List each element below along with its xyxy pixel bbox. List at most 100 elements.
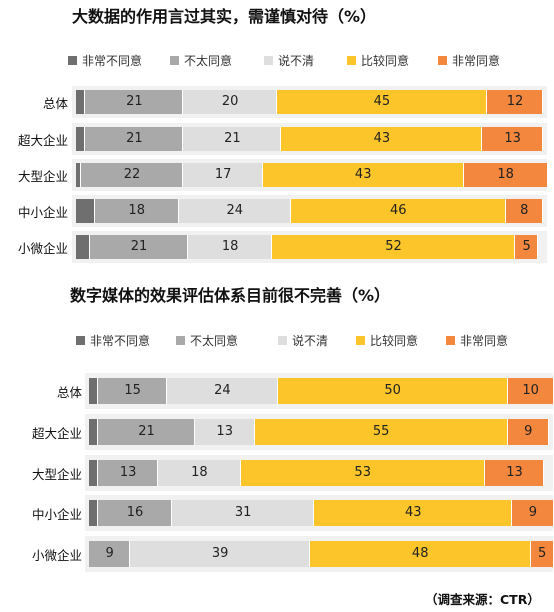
chart-2-legend-swatch <box>356 336 365 345</box>
chart-1-legend-swatch <box>347 56 356 65</box>
chart-2-bar-segment <box>309 541 531 567</box>
chart-2-bar-segment <box>240 460 485 486</box>
chart-1-bar-segment <box>514 235 539 259</box>
chart-2-data-label: 16 <box>126 505 144 520</box>
chart-1-data-label: 43 <box>354 167 372 182</box>
chart-2-data-label: 48 <box>411 546 429 561</box>
chart-2-legend-item: 非常不同意 <box>76 332 150 349</box>
chart-2-bar-segment <box>89 419 99 445</box>
chart-1-data-label: 18 <box>221 239 239 254</box>
chart-1-category-label: 中小企业 <box>17 205 68 220</box>
chart-1-category-label: 总体 <box>42 96 68 111</box>
chart-2-data-label: 9 <box>105 546 114 561</box>
chart-2-data-label: 55 <box>372 424 390 439</box>
chart-1-legend-label: 说不清 <box>278 54 315 68</box>
chart-2-bar-segment <box>484 460 545 486</box>
chart-2-bar-segment <box>89 541 131 567</box>
chart-2-data-label: 10 <box>522 383 539 398</box>
chart-2-bar-segment <box>89 378 99 404</box>
chart-1-bar-segment <box>505 199 543 223</box>
chart-1-bar-segment <box>178 199 291 223</box>
chart-2-data-label: 50 <box>384 383 401 398</box>
chart-1-legend-item: 比较同意 <box>347 52 409 69</box>
chart-1-data-label: 21 <box>126 131 143 146</box>
chart-2-bar-segment <box>507 419 549 445</box>
chart-2-bar-segment <box>171 500 315 526</box>
chart-2-bar-segment <box>277 378 508 404</box>
chart-2-data-label: 15 <box>124 383 141 398</box>
chart-1-category-label: 小微企业 <box>17 241 68 256</box>
chart-1-data-label: 17 <box>214 167 232 182</box>
chart-2-legend-label: 说不清 <box>292 334 329 348</box>
chart-1-legend-swatch <box>68 56 77 65</box>
chart-1-legend-label: 比较同意 <box>361 54 410 68</box>
chart-2-category-label: 小微企业 <box>31 548 82 563</box>
chart-2-category-label: 中小企业 <box>31 507 82 522</box>
chart-2-bar-segment <box>512 500 554 526</box>
chart-2-legend-label: 非常不同意 <box>90 334 151 348</box>
chart-1-bar-segment <box>85 90 184 114</box>
chart-1-data-label: 43 <box>373 131 391 146</box>
chart-2-legend-swatch <box>176 336 185 345</box>
chart-1-legend-label: 不太同意 <box>184 54 233 68</box>
chart-2-bar-segment <box>98 378 168 404</box>
chart-1-data-label: 8 <box>520 203 529 218</box>
chart-1-category-label: 大型企业 <box>17 169 68 184</box>
chart-1-data-label: 20 <box>221 94 239 109</box>
chart-2-legend-item: 比较同意 <box>356 332 418 349</box>
chart-2-bar-segment <box>158 460 241 486</box>
chart-1-legend-swatch <box>264 56 273 65</box>
chart-2-data-label: 21 <box>138 424 155 439</box>
chart-1-bar-segment <box>85 127 184 151</box>
chart-1-data-label: 45 <box>373 94 391 109</box>
chart-2-category-label: 超大企业 <box>31 426 82 441</box>
chart-2-data-label: 31 <box>234 505 252 520</box>
chart-1-bar-segment <box>76 163 81 187</box>
chart-1-title: 大数据的作用言过其实，需谨慎对待（%） <box>72 7 377 26</box>
chart-1-bar-segment <box>276 90 487 114</box>
chart-2-legend-swatch <box>446 336 455 345</box>
chart-1-data-label: 21 <box>224 131 241 146</box>
chart-1-bar-segment <box>183 163 263 187</box>
chart-1-bar-segment <box>80 163 184 187</box>
chart-1-data-label: 21 <box>126 94 143 109</box>
chart-2-data-label: 18 <box>191 465 208 480</box>
chart-2-bar-segment <box>507 378 554 404</box>
chart-2-data-label: 13 <box>216 424 233 439</box>
chart-2-data-label: 9 <box>528 505 538 520</box>
chart-1-bar-segment <box>482 127 543 151</box>
chart-1-data-label: 46 <box>389 203 407 218</box>
chart-1-legend-item: 说不清 <box>264 52 314 69</box>
chart-1-bar-segment <box>272 235 515 259</box>
source-note: （调查来源：CTR） <box>425 592 540 607</box>
chart-1-legend-item: 非常不同意 <box>68 52 142 69</box>
chart-2-legend-swatch <box>278 336 287 345</box>
chart-2-data-label: 24 <box>214 383 231 398</box>
chart-2-data-label: 53 <box>354 465 371 480</box>
chart-2-bar-segment <box>98 419 195 445</box>
chart-2-bar-segment <box>89 460 99 486</box>
chart-1-data-label: 5 <box>522 239 531 254</box>
chart-1-data-label: 12 <box>506 94 524 109</box>
chart-2-bar-segment <box>98 500 172 526</box>
chart-1-legend-swatch <box>170 56 179 65</box>
chart-2-bar-segment <box>130 541 310 567</box>
chart-1-bar-segment <box>463 163 548 187</box>
chart-1-bar-segment <box>94 199 179 223</box>
chart-1-bar-segment <box>290 199 506 223</box>
chart-2-bar-segment <box>314 500 513 526</box>
chart-2-category-label: 总体 <box>56 385 82 400</box>
chart-1-bar-segment <box>486 90 543 114</box>
chart-2-data-label: 13 <box>119 465 137 480</box>
chart-1-category-label: 超大企业 <box>17 133 68 148</box>
chart-1-bar-segment <box>76 235 90 259</box>
chart-2-legend-label: 非常同意 <box>460 334 509 348</box>
chart-2-data-label: 9 <box>524 424 533 439</box>
chart-1-data-label: 21 <box>130 239 148 254</box>
chart-1-data-label: 18 <box>128 203 145 218</box>
chart-1-bar-segment <box>76 90 86 114</box>
chart-2-legend-swatch <box>76 336 85 345</box>
chart-2-bar-segment <box>89 500 99 526</box>
chart-1-data-label: 24 <box>226 203 244 218</box>
chart-1-bar-segment <box>188 235 273 259</box>
